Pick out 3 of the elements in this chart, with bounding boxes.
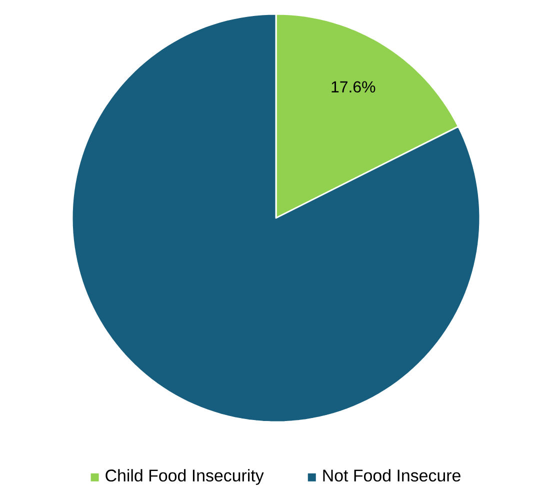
legend-label: Not Food Insecure <box>323 469 460 482</box>
data-label: 17.6% <box>332 81 376 93</box>
legend-label: Child Food Insecurity <box>106 469 264 485</box>
